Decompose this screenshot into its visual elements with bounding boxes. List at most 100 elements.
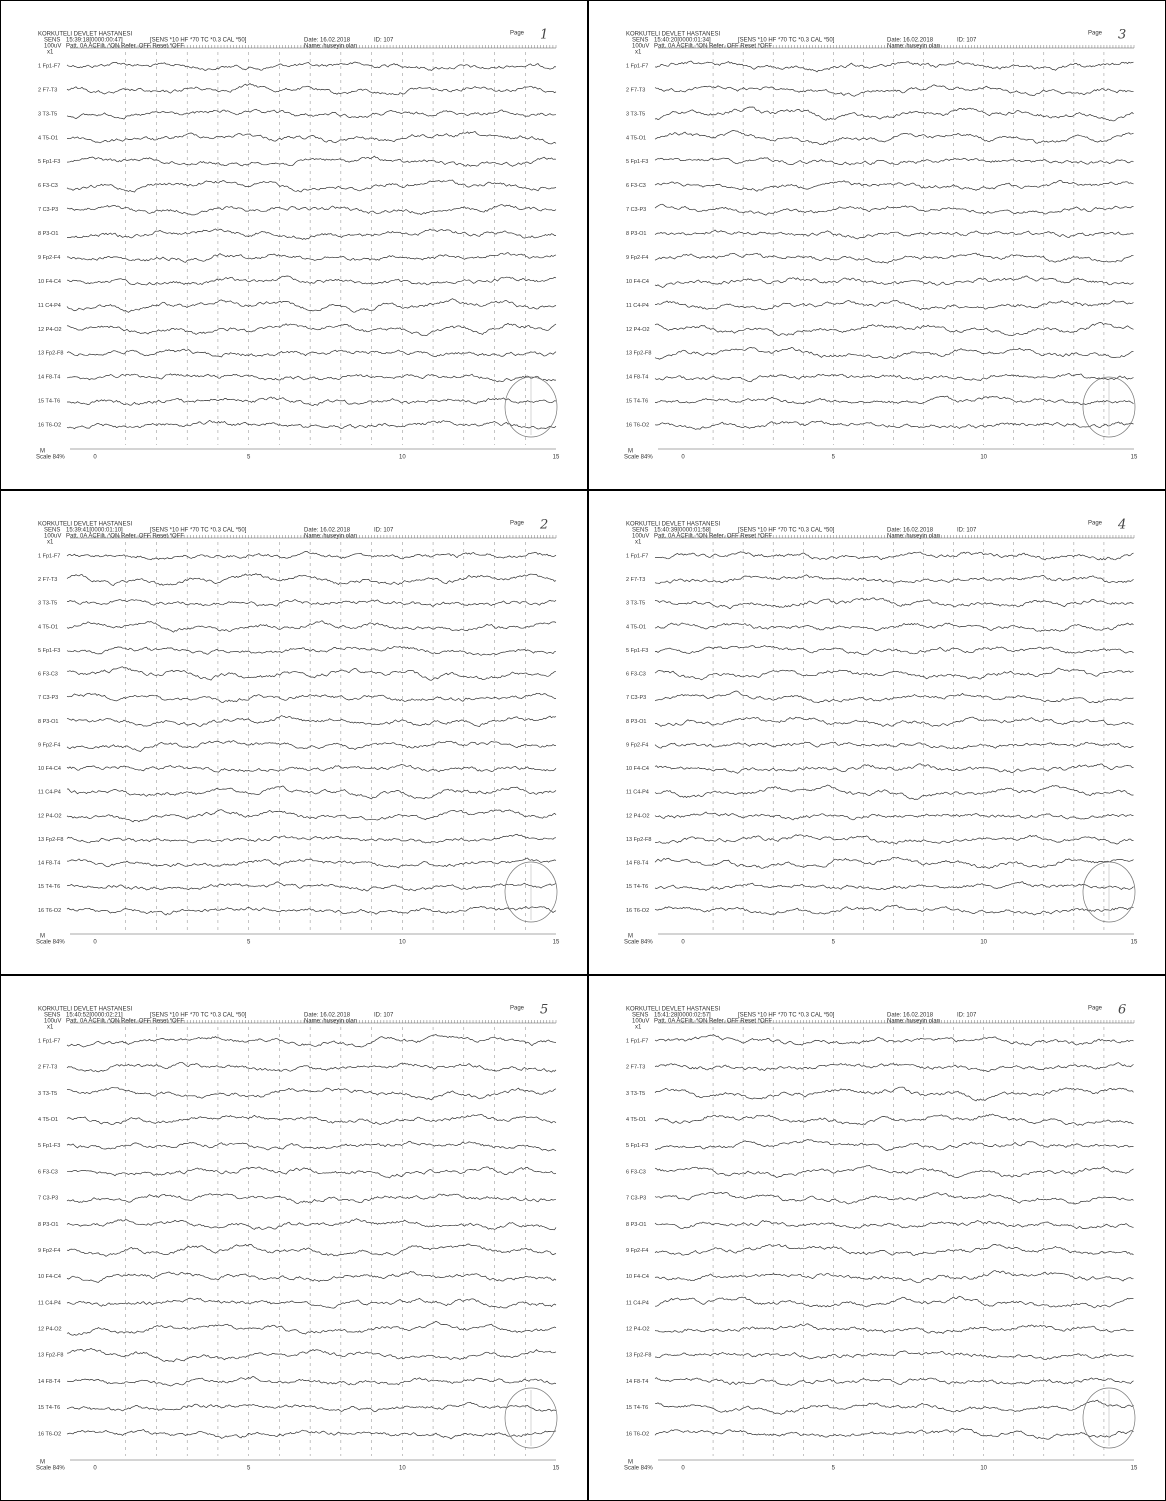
eeg-trace xyxy=(655,1192,1134,1204)
channel-label: 1 Fp1-F7 xyxy=(626,553,648,559)
page-number: 6 xyxy=(1118,1003,1126,1018)
channel-label: 12 P4-O2 xyxy=(626,327,650,333)
eeg-trace xyxy=(655,158,1134,165)
channel-label: 2 F7-T3 xyxy=(626,87,645,93)
time-label: 0 xyxy=(681,940,685,946)
eeg-trace xyxy=(655,373,1134,381)
channel-label: 1 Fp1-F7 xyxy=(38,63,60,69)
eeg-trace xyxy=(67,1271,556,1282)
channel-label: 9 Fp2-F4 xyxy=(626,742,648,748)
eeg-document: KORKUTELI DEVLET HASTANESISENS15:39:18[0… xyxy=(0,0,1166,1501)
gain: x1 xyxy=(47,1025,54,1031)
channel-label: 11 C4-P4 xyxy=(626,303,649,309)
eeg-trace xyxy=(67,693,556,702)
eeg-trace xyxy=(67,229,556,240)
time-label: 10 xyxy=(980,455,987,461)
eeg-trace xyxy=(67,1244,556,1256)
id: ID: 107 xyxy=(374,38,394,44)
eeg-trace xyxy=(655,1166,1134,1178)
eeg-trace xyxy=(655,1220,1134,1228)
eeg-trace xyxy=(655,253,1134,263)
eeg-trace xyxy=(67,374,556,382)
cell-border xyxy=(589,976,1166,1501)
channel-label: 16 T6-O2 xyxy=(626,423,649,429)
channel-label: 7 C3-P3 xyxy=(626,1196,646,1202)
channel-label: 3 T3-T5 xyxy=(38,111,57,117)
channel-label: 10 F4-C4 xyxy=(38,279,61,285)
eeg-trace xyxy=(655,1428,1134,1439)
eeg-trace xyxy=(655,85,1134,97)
time-label: 15 xyxy=(553,1466,560,1472)
eeg-trace xyxy=(67,156,556,166)
scale: Scale 84% xyxy=(624,455,653,461)
channel-label: 16 T6-O2 xyxy=(626,908,649,914)
name: Name: huseyin olan xyxy=(887,534,940,540)
eeg-trace xyxy=(67,858,556,868)
channel-label: 15 T4-T6 xyxy=(38,884,60,890)
channel-label: 13 Fp2-F8 xyxy=(38,351,63,357)
scale: Scale 84% xyxy=(624,940,653,946)
channel-label: 11 C4-P4 xyxy=(38,1300,61,1306)
eeg-trace xyxy=(655,646,1134,655)
eeg-trace xyxy=(67,84,556,95)
channel-label: 13 Fp2-F8 xyxy=(626,1353,651,1359)
channel-label: 11 C4-P4 xyxy=(626,1300,649,1306)
eeg-trace xyxy=(655,300,1134,310)
channel-label: 9 Fp2-F4 xyxy=(626,255,648,261)
eeg-trace xyxy=(67,397,556,406)
channel-label: 8 P3-O1 xyxy=(626,231,646,237)
eeg-trace xyxy=(67,741,556,752)
channel-label: 16 T6-O2 xyxy=(38,908,61,914)
id: ID: 107 xyxy=(374,528,394,534)
name: Name: huseyin olan xyxy=(887,44,940,50)
scale: Scale 84% xyxy=(36,455,65,461)
scale: Scale 84% xyxy=(36,940,65,946)
eeg-trace xyxy=(67,574,556,586)
eeg-trace xyxy=(67,786,556,799)
eeg-trace xyxy=(655,1296,1134,1308)
eeg-trace xyxy=(655,812,1134,820)
page-label: Page xyxy=(510,31,525,37)
time-label: 10 xyxy=(980,1466,987,1472)
time-label: 5 xyxy=(832,940,836,946)
channel-label: 8 P3-O1 xyxy=(38,1222,58,1228)
name: Name: huseyin olan xyxy=(304,534,357,540)
eeg-trace xyxy=(655,882,1134,891)
cell-border xyxy=(1,1,588,490)
channel-label: 9 Fp2-F4 xyxy=(38,742,60,748)
eeg-trace xyxy=(67,716,556,727)
eeg-trace xyxy=(67,109,556,119)
eeg-trace xyxy=(655,1244,1134,1255)
cell-border xyxy=(589,1,1166,490)
channel-label: 8 P3-O1 xyxy=(38,719,58,725)
channel-label: 14 F8-T4 xyxy=(626,861,648,867)
channel-label: 15 T4-T6 xyxy=(38,1405,60,1411)
eeg-trace xyxy=(67,882,556,891)
eeg-trace xyxy=(67,1063,556,1073)
channel-label: 14 F8-T4 xyxy=(38,861,60,867)
filters: Patt. 0A ACFilt. *ON Refer. OFF Reset *O… xyxy=(66,1019,184,1025)
channel-label: 6 F3-C3 xyxy=(38,672,58,678)
page-number: 1 xyxy=(540,28,548,43)
channel-label: 1 Fp1-F7 xyxy=(626,1038,648,1044)
filters: Patt. 0A ACFilt. *ON Refer. OFF Reset *O… xyxy=(66,44,184,50)
eeg-trace xyxy=(67,1088,556,1100)
channel-label: 12 P4-O2 xyxy=(38,327,62,333)
channel-label: 15 T4-T6 xyxy=(626,884,648,890)
eeg-trace xyxy=(655,230,1134,239)
time-label: 5 xyxy=(832,1466,836,1472)
channel-label: 7 C3-P3 xyxy=(626,695,646,701)
channel-label: 15 T4-T6 xyxy=(626,399,648,405)
eeg-trace xyxy=(655,857,1134,868)
eeg-trace xyxy=(655,598,1134,609)
eeg-trace xyxy=(67,1348,556,1361)
gain: x1 xyxy=(635,1025,642,1031)
page-label: Page xyxy=(510,521,525,527)
channel-label: 7 C3-P3 xyxy=(38,1196,58,1202)
channel-label: 5 Fp1-F3 xyxy=(38,159,60,165)
id: ID: 107 xyxy=(957,38,977,44)
scale: Scale 84% xyxy=(624,1466,653,1472)
channel-label: 2 F7-T3 xyxy=(38,1065,57,1071)
channel-label: 4 T5-O1 xyxy=(38,624,58,630)
eeg-trace xyxy=(67,1141,556,1151)
